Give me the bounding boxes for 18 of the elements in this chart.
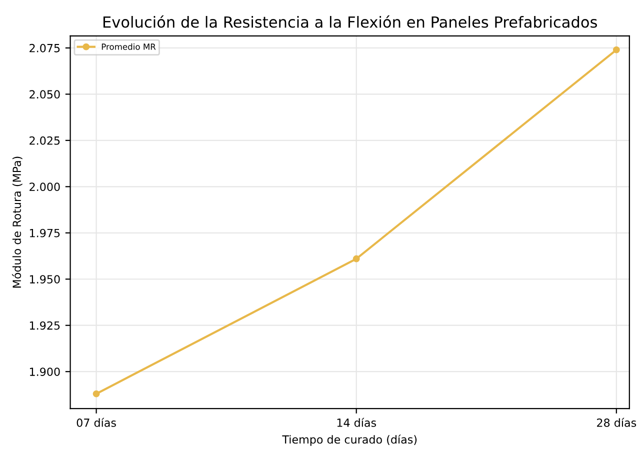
y-tick-label: 1.950 (30, 275, 60, 284)
chart-title: Evolución de la Resistencia a la Flexión en Paneles Prefabricados (103, 15, 597, 28)
point (612, 46, 620, 54)
y-axis-title: Módulo de Rotura (MPa) (12, 156, 22, 288)
y-tick-label: 2.050 (30, 90, 60, 99)
y-tick-label: 2.075 (30, 44, 60, 52)
x-tick-label: 28 días (597, 418, 636, 427)
y-tick-label: 1.900 (30, 368, 60, 376)
y-tick-label: 1.925 (30, 321, 60, 330)
legend-label: Promedio MR (102, 43, 156, 50)
y-tick-label: 2.025 (30, 136, 60, 145)
x-tick-label: 14 días (337, 418, 376, 427)
point (352, 255, 360, 262)
point (92, 390, 100, 398)
y-tick-label: 1.975 (30, 228, 60, 238)
x-axis-title: Tiempo de curado (días) (282, 434, 417, 446)
y-tick-label: 2.000 (30, 182, 60, 192)
x-tick-label: 07 días (76, 418, 116, 427)
